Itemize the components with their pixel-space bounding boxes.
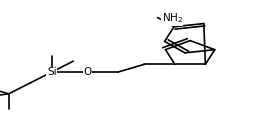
Text: NH$_2$: NH$_2$ xyxy=(162,11,183,25)
Text: Si: Si xyxy=(47,67,57,77)
Text: O: O xyxy=(83,67,92,77)
